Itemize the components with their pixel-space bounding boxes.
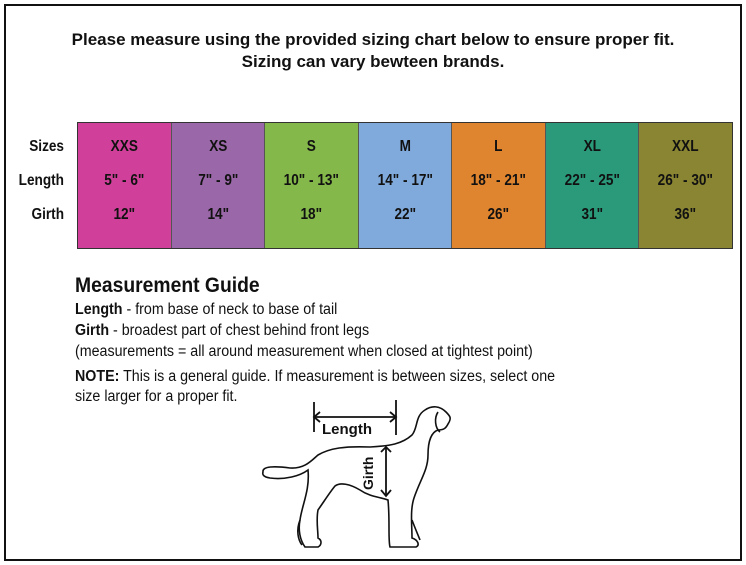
cell-length: 10" - 13" [283, 172, 340, 189]
guide-girth-desc: - broadest part of chest behind front le… [109, 322, 370, 339]
guide-girth: Girth - broadest part of chest behind fr… [75, 322, 369, 340]
cell-length: 7" - 9" [197, 172, 238, 189]
guide-girth-term: Girth [75, 322, 110, 339]
length-diagram-label: Length [322, 421, 372, 438]
cell-girth: 26" [487, 206, 510, 223]
guide-note-desc: This is a general guide. If measurement … [119, 368, 556, 385]
cell-length: 22" - 25" [564, 172, 620, 189]
cell-size: XL [583, 138, 601, 155]
frame [4, 4, 742, 561]
cell-size: XS [208, 138, 227, 155]
cell-girth: 22" [394, 206, 416, 223]
guide-length: Length - from base of neck to base of ta… [75, 301, 337, 319]
row-label-girth: Girth [31, 206, 64, 223]
guide-title: Measurement Guide [75, 274, 260, 297]
size-column-xxs: XXS 5" - 6" 12" [78, 123, 172, 248]
cell-girth: 18" [300, 206, 323, 223]
size-column-m: M 14" - 17" 22" [358, 123, 453, 248]
cell-girth: 12" [113, 206, 136, 223]
guide-note-term: NOTE: [75, 368, 120, 385]
cell-size: XXS [110, 138, 138, 155]
cell-length: 18" - 21" [470, 172, 527, 189]
measure-arrows [312, 400, 398, 498]
header-line-2: Sizing can vary bewteen brands. [241, 52, 505, 71]
cell-size: XXL [672, 138, 699, 155]
cell-size: S [306, 138, 316, 155]
cell-length: 5" - 6" [104, 172, 145, 189]
cell-girth: 31" [581, 206, 603, 223]
girth-diagram-label: Girth [360, 457, 376, 490]
size-column-s: S 10" - 13" 18" [265, 123, 359, 248]
size-column-xl: XL 22" - 25" 31" [545, 123, 640, 248]
guide-length-desc: - from base of neck to base of tail [122, 301, 338, 318]
cell-size: L [494, 138, 503, 155]
cell-girth: 14" [207, 206, 229, 223]
size-table: XXS 5" - 6" 12" XS 7" - 9" 14" S 10" - 13" 18" M 1… [77, 122, 733, 249]
cell-size: M [399, 138, 411, 155]
size-column-l: L 18" - 21" 26" [452, 123, 546, 248]
cell-length: 14" - 17" [377, 172, 433, 189]
size-column-xxl: XXL 26" - 30" 36" [639, 123, 733, 248]
guide-note-paren: (measurements = all around measurement w… [75, 343, 533, 360]
size-column-xs: XS 7" - 9" 14" [171, 123, 266, 248]
row-label-sizes: Sizes [29, 138, 64, 155]
guide-note-line2: size larger for a proper fit. [75, 388, 238, 405]
guide-note: NOTE: This is a general guide. If measur… [75, 368, 555, 386]
row-label-length: Length [18, 172, 65, 189]
cell-girth: 36" [674, 206, 697, 223]
guide-length-term: Length [75, 301, 123, 318]
header-line-1: Please measure using the provided sizing… [71, 30, 675, 49]
dog-outline-icon [261, 406, 451, 548]
cell-length: 26" - 30" [658, 172, 714, 189]
